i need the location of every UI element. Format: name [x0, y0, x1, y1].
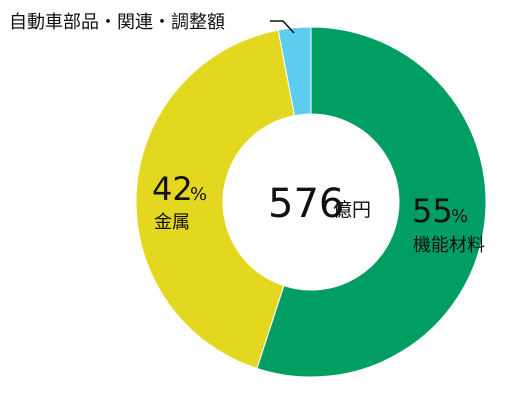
slice-name-auto-parts: 自動車部品・関連・調整額 — [9, 12, 225, 33]
slice-unit-metals: % — [190, 184, 207, 205]
slice-callout-auto-parts: 自動車部品・関連・調整額 — [9, 12, 295, 34]
slice-name-functional-materials: 機能材料 — [413, 235, 485, 256]
total-unit: 億円 — [333, 199, 371, 221]
slice-0 — [256, 26, 487, 378]
slice-unit-functional-materials: % — [451, 206, 468, 227]
callout-leader-line — [270, 20, 295, 34]
slice-name-metals: 金属 — [154, 212, 190, 233]
slice-1 — [135, 29, 296, 370]
slice-value-metals: 42 — [152, 170, 193, 208]
slice-value-functional-materials: 55 — [412, 192, 453, 230]
center-total: 576 億円 — [268, 181, 371, 227]
slices — [135, 26, 487, 378]
total-value: 576 — [268, 181, 344, 227]
slice-label-functional-materials: 55 % 機能材料 — [412, 192, 485, 256]
slice-label-metals: 42 % 金属 — [152, 170, 207, 233]
